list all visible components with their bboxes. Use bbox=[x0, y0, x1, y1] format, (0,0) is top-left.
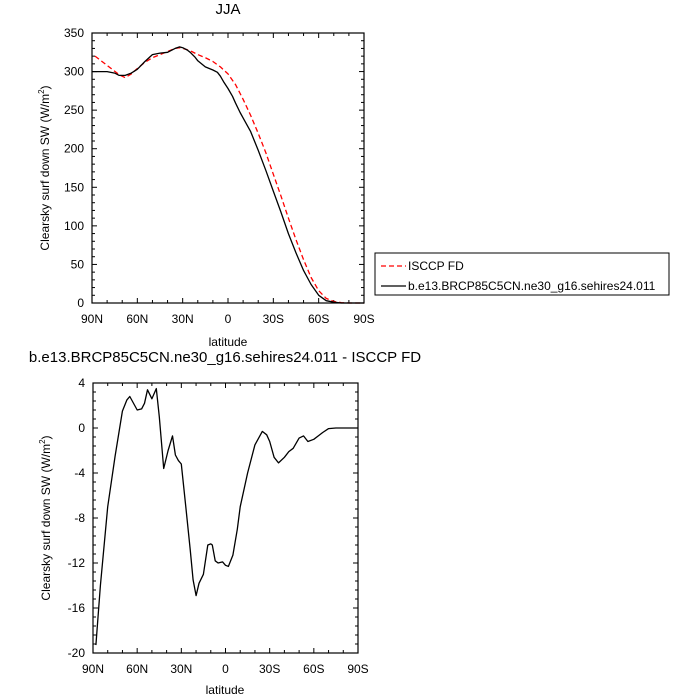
top-series-line-1 bbox=[92, 46, 364, 304]
bottom-panel: b.e13.BRCP85C5CN.ne30_g16.sehires24.011 … bbox=[29, 349, 421, 697]
bottom-xtick-label: 30S bbox=[259, 662, 280, 676]
legend-label-isccp: ISCCP FD bbox=[408, 259, 464, 273]
top-panel: JJA 90N 60N 30N 0 30S 60S 90S 0 50 100 150 200 250 30… bbox=[37, 1, 375, 349]
top-ticks: 90N 60N 30N 0 30S 60S 90S 0 50 100 150 200 250 300 350 bbox=[64, 26, 375, 326]
bottom-plot-frame bbox=[92, 382, 359, 654]
bottom-ytick-label: -16 bbox=[68, 601, 86, 615]
bottom-ytick-label: 4 bbox=[78, 376, 85, 390]
top-xtick-label: 30N bbox=[172, 312, 194, 326]
top-xtick-label: 60N bbox=[126, 312, 148, 326]
top-chart-title: JJA bbox=[215, 1, 240, 18]
top-ytick-label: 350 bbox=[64, 26, 84, 40]
top-xtick-label: 60S bbox=[308, 312, 329, 326]
bottom-xtick-label: 30N bbox=[170, 662, 192, 676]
bottom-xlabel: latitude bbox=[206, 683, 245, 697]
legend-box bbox=[374, 252, 670, 296]
bottom-xtick-label: 90S bbox=[347, 662, 368, 676]
bottom-ytick-label: 0 bbox=[78, 421, 85, 435]
top-xtick-label: 30S bbox=[263, 312, 284, 326]
bottom-series-lines bbox=[95, 387, 358, 646]
top-ylabel-close: ) bbox=[38, 85, 52, 89]
top-xtick-label: 90S bbox=[353, 312, 374, 326]
top-series-lines bbox=[92, 46, 364, 304]
top-ytick-label: 200 bbox=[64, 142, 84, 156]
top-ytick-label: 100 bbox=[64, 219, 84, 233]
top-xtick-label: 0 bbox=[225, 312, 232, 326]
bottom-ticks: 90N 60N 30N 0 30S 60S 90S -20 -16 -12 -8 -4 0 4 bbox=[68, 376, 369, 676]
top-ylabel-text: Clearsky surf down SW (W/m bbox=[38, 94, 52, 251]
legend: ISCCP FD b.e13.BRCP85C5CN.ne30_g16.sehir… bbox=[374, 252, 670, 296]
bottom-series-line-0 bbox=[95, 387, 358, 646]
bottom-ytick-label: -8 bbox=[74, 511, 85, 525]
bottom-xtick-label: 60N bbox=[126, 662, 148, 676]
top-ylabel: Clearsky surf down SW (W/m2) bbox=[37, 85, 52, 250]
bottom-ylabel: Clearsky surf down SW (W/m2) bbox=[38, 435, 53, 600]
bottom-ylabel-superscript: 2 bbox=[38, 439, 47, 444]
bottom-ytick-label: -20 bbox=[68, 646, 86, 660]
bottom-xtick-label: 60S bbox=[303, 662, 324, 676]
top-xtick-label: 90N bbox=[81, 312, 103, 326]
bottom-xtick-label: 0 bbox=[222, 662, 229, 676]
top-plot-frame bbox=[91, 32, 365, 304]
top-ytick-label: 250 bbox=[64, 103, 84, 117]
top-ytick-label: 150 bbox=[64, 180, 84, 194]
bottom-chart-title: b.e13.BRCP85C5CN.ne30_g16.sehires24.011 … bbox=[29, 349, 421, 366]
top-ytick-label: 300 bbox=[64, 65, 84, 79]
top-ytick-label: 0 bbox=[77, 296, 84, 310]
top-xlabel: latitude bbox=[209, 335, 248, 349]
legend-label-model: b.e13.BRCP85C5CN.ne30_g16.sehires24.011 bbox=[408, 279, 656, 293]
top-ytick-label: 50 bbox=[71, 257, 85, 271]
bottom-ylabel-text: Clearsky surf down SW (W/m bbox=[39, 444, 53, 601]
top-series-line-0 bbox=[94, 47, 364, 304]
bottom-ytick-label: -4 bbox=[74, 466, 85, 480]
bottom-ytick-label: -12 bbox=[68, 556, 86, 570]
bottom-xtick-label: 90N bbox=[82, 662, 104, 676]
top-ylabel-superscript: 2 bbox=[37, 89, 46, 94]
bottom-ylabel-close: ) bbox=[39, 435, 53, 439]
